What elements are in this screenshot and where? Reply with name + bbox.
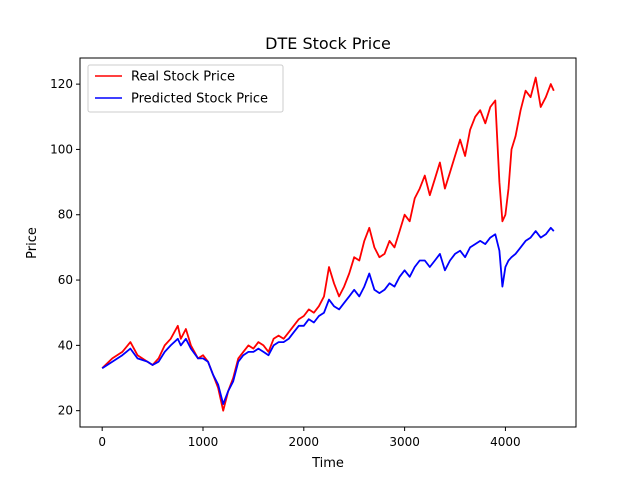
- series-line-real: [101, 76, 555, 412]
- y-tick-label: 80: [58, 208, 73, 222]
- y-axis-label: Price: [25, 227, 40, 259]
- plot-area-frame: [79, 57, 577, 428]
- chart-title: DTE Stock Price: [265, 34, 391, 53]
- y-tick-label: 60: [58, 273, 73, 287]
- legend-label-predicted: Predicted Stock Price: [131, 92, 268, 107]
- y-tick-label: 20: [58, 404, 73, 418]
- x-axis-label: Time: [311, 456, 344, 471]
- legend: Real Stock Price Predicted Stock Price: [87, 64, 284, 113]
- y-tick-label: 40: [58, 338, 73, 352]
- x-tick-label: 0: [98, 435, 106, 449]
- legend-box: [87, 64, 284, 113]
- x-axis: 0 1000 2000 3000 4000: [98, 427, 521, 449]
- x-tick-label: 4000: [490, 435, 521, 449]
- legend-label-real: Real Stock Price: [131, 70, 235, 85]
- x-tick-label: 3000: [389, 435, 420, 449]
- plot-lines: [101, 76, 555, 412]
- x-tick-label: 1000: [188, 435, 219, 449]
- y-tick-label: 100: [50, 142, 73, 156]
- series-line-predicted: [101, 226, 555, 406]
- y-axis: 20 40 60 80 100 120: [50, 77, 80, 418]
- x-tick-label: 2000: [289, 435, 320, 449]
- y-tick-label: 120: [50, 77, 73, 91]
